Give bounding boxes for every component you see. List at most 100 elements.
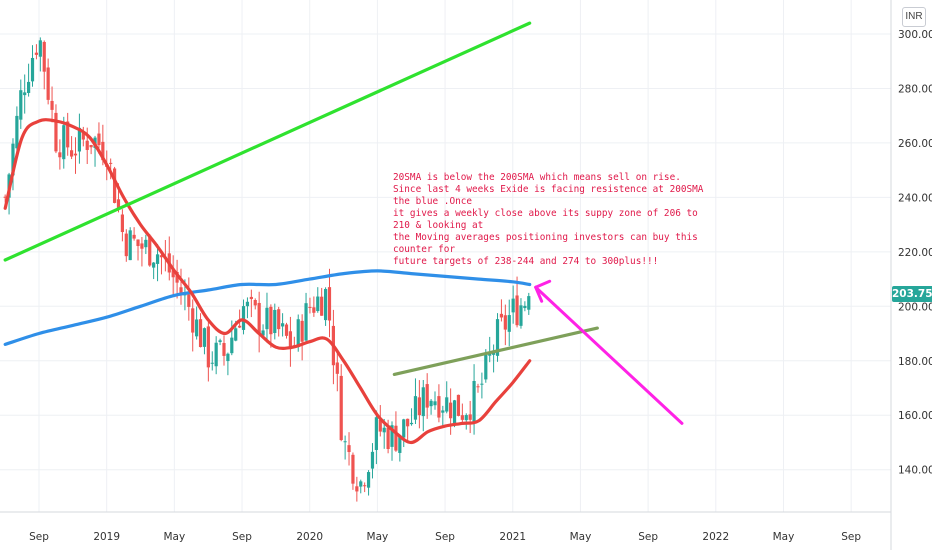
candle-up — [374, 417, 378, 450]
candle-down — [238, 325, 242, 328]
candle-up — [230, 337, 234, 354]
sma200-line — [3, 269, 532, 346]
candle-up — [421, 387, 425, 417]
candle-up — [304, 303, 308, 341]
candle-down — [437, 396, 441, 418]
magenta-arrow-shaft — [534, 285, 684, 425]
y-tick-label: 260.00 — [898, 138, 932, 150]
candle-up — [281, 323, 285, 327]
candle-up — [519, 305, 523, 326]
candle-down — [468, 414, 472, 420]
candle-down — [308, 306, 312, 308]
x-tick-label: Sep — [435, 531, 455, 543]
y-tick-label: 280.00 — [898, 83, 932, 95]
candle-down — [132, 234, 136, 239]
x-tick-label: 2019 — [93, 531, 120, 543]
candle-up — [273, 309, 277, 334]
candle-up — [366, 472, 371, 488]
candle-down — [406, 418, 410, 427]
candle-up — [523, 305, 527, 309]
magenta-arrowhead — [534, 279, 552, 303]
candle-down — [503, 315, 507, 330]
candle-down — [339, 375, 343, 441]
candle-up — [402, 419, 406, 438]
candle-up — [38, 40, 42, 57]
candle-up — [261, 330, 265, 336]
candle-down — [171, 270, 175, 278]
x-tick-label: Sep — [29, 531, 49, 543]
candle-down — [417, 397, 421, 416]
candle-down — [277, 309, 281, 330]
candle-up — [27, 81, 31, 93]
candle-up — [323, 288, 328, 321]
candle-down — [124, 233, 128, 257]
candle-down — [159, 255, 164, 258]
candle-down — [355, 486, 359, 492]
moving-averages — [3, 118, 532, 445]
candle-up — [511, 298, 515, 313]
candle-up — [214, 342, 218, 367]
y-tick-label: 240.00 — [898, 192, 932, 204]
candle-up — [441, 410, 445, 413]
candle-up — [234, 328, 238, 341]
candle-down — [42, 41, 46, 72]
candle-up — [23, 92, 27, 96]
candle-down — [425, 384, 429, 408]
last-price-tag: 203.75 — [892, 286, 932, 302]
candle-down — [269, 306, 273, 335]
candle-up — [452, 400, 457, 424]
candle-down — [312, 307, 316, 313]
x-tick-label: 2021 — [499, 531, 526, 543]
candle-up — [15, 115, 19, 149]
candle-down — [89, 145, 93, 148]
y-tick-label: 200.00 — [898, 301, 932, 313]
candle-down — [253, 300, 257, 306]
candle-up — [210, 362, 214, 364]
candle-up — [30, 57, 35, 82]
candle-down — [101, 141, 105, 161]
candle-up — [144, 239, 148, 248]
candle-up — [484, 353, 488, 380]
candle-down — [394, 425, 398, 451]
candle-down — [460, 415, 464, 420]
x-tick-label: May — [773, 531, 795, 543]
candle-up — [495, 319, 500, 356]
candle-down — [249, 296, 253, 300]
drawings — [3, 21, 684, 425]
candle-down — [327, 287, 332, 321]
candle-down — [97, 133, 101, 146]
y-tick-label: 140.00 — [898, 465, 932, 477]
candle-up — [296, 319, 300, 348]
x-tick-label: May — [367, 531, 389, 543]
candle-down — [206, 326, 210, 368]
candle-down — [284, 324, 289, 336]
candle-down — [112, 168, 117, 203]
candle-down — [456, 394, 461, 416]
y-tick-label: 180.00 — [898, 356, 932, 368]
candle-up — [527, 296, 531, 310]
candle-down — [179, 287, 183, 295]
candle-down — [140, 243, 144, 249]
candle-up — [11, 143, 15, 176]
candle-down — [198, 319, 203, 348]
candle-down — [378, 419, 382, 432]
candle-up — [480, 383, 484, 385]
candle-up — [429, 400, 433, 407]
candle-down — [109, 162, 113, 164]
candle-down — [449, 402, 453, 419]
x-tick-label: 2022 — [702, 531, 729, 543]
annotation-line: future targets of 238-244 and 274 to 300… — [393, 256, 659, 267]
green-rising-trendline — [3, 21, 532, 262]
annotation-line: Since last 4 weeks Exide is facing resis… — [393, 184, 704, 207]
candle-up — [507, 315, 511, 332]
candle-down — [187, 294, 191, 307]
grid — [0, 0, 891, 512]
candle-down — [351, 454, 355, 484]
currency-badge[interactable]: INR — [902, 7, 926, 27]
candle-down — [69, 150, 74, 157]
candle-down — [50, 100, 54, 110]
x-tick-label: May — [164, 531, 186, 543]
candle-down — [3, 196, 7, 198]
x-tick-label: 2020 — [296, 531, 323, 543]
